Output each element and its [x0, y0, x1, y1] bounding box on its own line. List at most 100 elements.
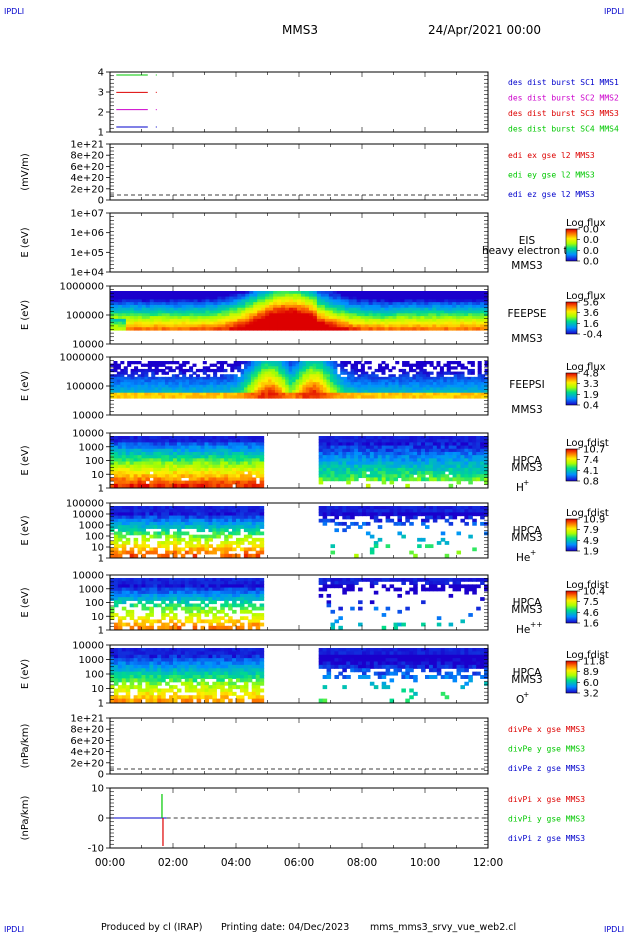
hpca_h-spectrogram-cell: [212, 448, 217, 453]
hpca_h-spectrogram-cell: [480, 477, 485, 482]
hpca_h-spectrogram-cell: [121, 477, 127, 482]
feepse-spectrogram-cell: [400, 324, 406, 328]
hpca_h-spectrogram-cell: [389, 458, 395, 463]
feepsi-colorbar-tick-label: 4.8: [583, 369, 599, 380]
hpca_h-spectrogram-cell: [161, 464, 166, 469]
feepse-spectrogram-cell: [332, 324, 338, 328]
feepsi-spectrogram-cell: [309, 363, 314, 367]
feepse-spectrogram-cell: [464, 307, 469, 312]
feepsi-spectrogram-cell: [357, 382, 362, 386]
feepsi-spectrogram-cell: [378, 387, 383, 391]
feepsi-spectrogram-cell: [219, 390, 224, 394]
hpca_h-spectrogram-cell: [196, 455, 202, 459]
hpca_h-spectrogram-cell: [133, 442, 139, 447]
feepse-spectrogram-cell: [285, 304, 290, 309]
feepsi-spectrogram-cell: [419, 384, 424, 389]
feepsi-spectrogram-cell: [206, 376, 211, 381]
feepse-spectrogram-cell: [440, 318, 445, 323]
feepse-spectrogram-cell: [344, 324, 350, 328]
hpca_he-spectrogram-cell: [176, 534, 182, 539]
feepse-spectrogram-cell: [281, 302, 286, 306]
hpca_h-spectrogram-cell: [236, 461, 241, 466]
feepsi-spectrogram-cell: [364, 390, 369, 394]
feepse-spectrogram-cell: [464, 321, 469, 326]
feepse-spectrogram-cell: [336, 316, 342, 320]
hpca_h-spectrogram-cell: [381, 448, 387, 453]
hpca_h-spectrogram-cell: [200, 467, 206, 472]
hpca_he-spectrogram-cell: [173, 553, 178, 558]
hpca_he-spectrogram-cell: [208, 518, 213, 523]
hpca_h-spectrogram-cell: [413, 439, 418, 443]
hpca_he-spectrogram-cell: [322, 515, 328, 520]
feepsi-spectrogram-cell: [120, 392, 125, 396]
feepse-spectrogram-cell: [428, 318, 433, 323]
feepse-spectrogram-cell: [137, 313, 143, 317]
hpca_h-spectrogram-cell: [117, 480, 123, 485]
hpca_h-spectrogram-cell: [165, 461, 170, 466]
hpca_h-spectrogram-cell: [184, 471, 190, 475]
feepsi-spectrogram-cell: [127, 384, 132, 389]
hpca_he-spectrogram-cell: [204, 518, 210, 523]
hpca_he-spectrogram-cell: [188, 541, 194, 545]
feepse-spectrogram-cell: [197, 291, 203, 295]
feepse-spectrogram-cell: [229, 307, 234, 312]
hpca_he-spectrogram-cell: [212, 521, 217, 526]
feepsi-spectrogram-cell: [268, 395, 273, 399]
feepsi-spectrogram-cell: [299, 384, 304, 389]
feepse-spectrogram-cell: [452, 327, 457, 331]
feepsi-spectrogram-cell: [408, 392, 413, 396]
feepsi-spectrogram-cell: [175, 395, 180, 399]
feepse-spectrogram-cell: [368, 321, 374, 326]
feepsi-spectrogram-cell: [168, 384, 173, 389]
feepse-spectrogram-cell: [137, 293, 143, 298]
hpca_h-spectrogram-cell: [196, 458, 202, 463]
hpca_h-spectrogram-cell: [113, 477, 119, 482]
feepse-spectrogram-cell: [464, 324, 469, 328]
hpca_h-spectrogram-cell: [484, 467, 489, 472]
feepsi-spectrogram-cell: [285, 363, 290, 367]
hpca_he-spectrogram-cell: [192, 518, 198, 523]
feepse-spectrogram-cell: [181, 291, 187, 295]
hpca_h-spectrogram-cell: [110, 436, 115, 440]
hpca_he-spectrogram-cell: [204, 506, 210, 510]
feepsi-spectrogram-cell: [343, 390, 348, 394]
hpca_h-spectrogram-cell: [161, 471, 166, 475]
feepsi-spectrogram-cell: [316, 371, 321, 375]
feepsi-spectrogram-cell: [470, 379, 475, 383]
feepsi-spectrogram-cell: [312, 376, 317, 381]
feepsi-spectrogram-cell: [357, 395, 362, 399]
hpca_h-spectrogram-cell: [153, 480, 158, 485]
feepsi-spectrogram-cell: [384, 363, 389, 367]
feepsi-spectrogram-cell: [244, 363, 249, 367]
hpca_he-spectrogram-cell: [247, 525, 253, 529]
feepsi-spectrogram-cell: [343, 376, 348, 381]
feepsi-spectrogram-cell: [285, 361, 290, 365]
feepse-spectrogram-cell: [209, 316, 215, 320]
hpca_h-spectrogram-cell: [220, 464, 225, 469]
hpca_h-spectrogram-cell: [362, 458, 367, 463]
feepse-spectrogram-cell: [456, 327, 461, 331]
feepse-spectrogram-cell: [472, 291, 477, 295]
feepse-spectrogram-cell: [380, 299, 386, 303]
feepsi-spectrogram-cell: [405, 371, 410, 375]
feepse-spectrogram-cell: [193, 293, 199, 298]
feepsi-spectrogram-cell: [247, 366, 252, 370]
feepse-spectrogram-cell: [193, 299, 199, 303]
feepse-colorbar-tick-label: 5.6: [583, 298, 599, 309]
feepse-spectrogram-cell: [245, 291, 250, 295]
feepse-spectrogram-cell: [113, 327, 119, 331]
hpca_h-spectrogram-cell: [444, 445, 450, 450]
feepse-spectrogram-cell: [364, 293, 370, 298]
feepse-spectrogram-cell: [269, 310, 274, 314]
hpca_h-spectrogram-cell: [362, 464, 367, 469]
feepse-spectrogram-cell: [464, 316, 469, 320]
hpca_he-spectrogram-cell: [322, 509, 328, 513]
feepsi-spectrogram-cell: [202, 366, 207, 370]
hpca_he-spectrogram-cell: [208, 509, 213, 513]
feepse-spectrogram-cell: [133, 302, 139, 306]
hpca_h-spectrogram-cell: [464, 467, 469, 472]
hpca_h-spectrogram-cell: [373, 451, 379, 456]
hpca_he-spectrogram-cell: [243, 506, 249, 510]
feepsi-spectrogram-cell: [178, 390, 183, 394]
feepse-spectrogram-cell: [185, 307, 191, 312]
